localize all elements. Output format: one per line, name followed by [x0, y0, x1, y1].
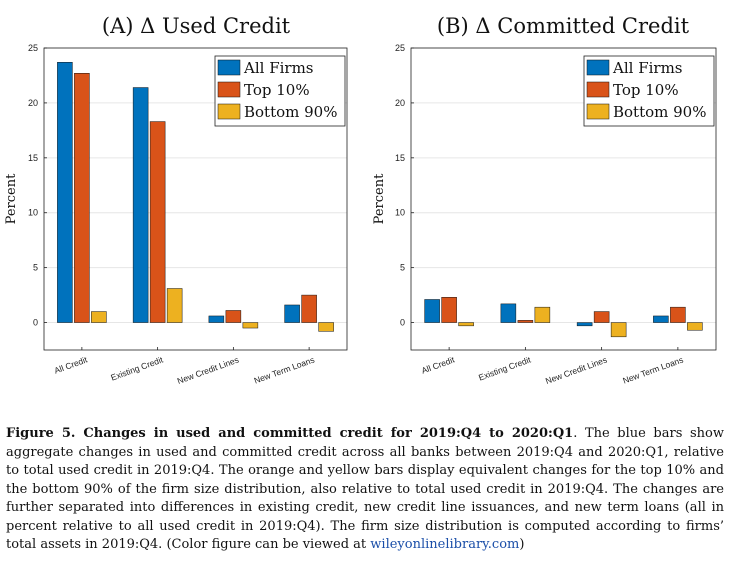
x-tick-label: All Credit [53, 354, 89, 375]
bar-bottom-90--1 [534, 306, 551, 323]
bar-top-10--2 [593, 311, 610, 323]
bar-all-firms-1 [132, 87, 149, 323]
y-tick-label: 25 [395, 43, 405, 53]
x-tick-label: Existing Credit [109, 354, 165, 382]
y-tick-label: 15 [28, 153, 38, 163]
axes-box [43, 47, 348, 351]
chart-title: (B) Δ Committed Credit [437, 14, 690, 38]
caption-body: . The blue bars show aggregate changes i… [6, 426, 724, 552]
chart-panel-0: 0 5 10 15 20 25 (A) Δ Used Credit Percent All Cr… [4, 14, 348, 386]
bar-bottom-90--1 [166, 288, 183, 323]
bar-top-10--1 [149, 121, 166, 323]
legend-label: All Firms [243, 59, 314, 77]
caption-link[interactable]: wileyonlinelibrary.com [370, 537, 520, 552]
y-axis-label: Percent [4, 173, 19, 224]
bar-top-10--2 [225, 310, 242, 323]
y-tick-label: 5 [33, 263, 38, 273]
legend-swatch [217, 59, 241, 76]
bar-bottom-90--0 [458, 322, 474, 327]
legend-label: Top 10% [244, 81, 310, 99]
caption-end: ) [519, 537, 525, 552]
bar-all-firms-0 [57, 62, 73, 323]
bar-top-10--0 [441, 297, 457, 323]
bar-top-10--3 [670, 306, 686, 323]
x-tick-label: New Term Loans [621, 354, 684, 385]
bar-bottom-90--3 [318, 322, 334, 332]
legend-label: All Firms [612, 59, 683, 77]
y-tick-label: 0 [400, 318, 405, 328]
legend-swatch [217, 103, 241, 120]
bar-bottom-90--3 [687, 322, 703, 331]
y-tick-label: 25 [28, 43, 38, 53]
figure-caption: Figure 5. Changes in used and committed … [6, 425, 724, 555]
bar-top-10--1 [517, 320, 534, 323]
axes-box [410, 47, 717, 351]
bar-all-firms-3 [653, 315, 669, 323]
bar-top-10--3 [301, 294, 317, 323]
x-tick-label: New Credit Lines [176, 354, 240, 386]
bar-all-firms-2 [208, 315, 225, 323]
y-tick-label: 5 [400, 263, 405, 273]
bar-all-firms-0 [424, 299, 440, 323]
caption-title: Figure 5. Changes in used and committed … [6, 426, 574, 441]
x-tick-label: All Credit [420, 354, 456, 375]
x-tick-label: New Term Loans [253, 354, 316, 385]
bar-top-10--0 [74, 73, 90, 323]
y-tick-label: 10 [395, 208, 405, 218]
y-tick-label: 0 [33, 318, 38, 328]
legend-swatch [217, 81, 241, 98]
y-tick-label: 10 [28, 208, 38, 218]
legend-swatch [586, 103, 610, 120]
y-axis-label: Percent [372, 173, 387, 224]
y-tick-label: 20 [395, 98, 405, 108]
chart-panel-1: 0 5 10 15 20 25 (B) Δ Committed Credit Percent A… [372, 14, 717, 386]
x-tick-label: New Credit Lines [544, 354, 608, 386]
bar-all-firms-1 [500, 303, 517, 323]
x-tick-label: Existing Credit [477, 354, 533, 382]
bar-all-firms-3 [284, 304, 300, 323]
legend-label: Bottom 90% [244, 103, 337, 121]
legend-swatch [586, 81, 610, 98]
y-tick-label: 15 [395, 153, 405, 163]
legend-label: Bottom 90% [613, 103, 706, 121]
bar-bottom-90--2 [242, 322, 259, 329]
figure-charts: 0 5 10 15 20 25 (A) Δ Used Credit Percent All Cr… [4, 14, 717, 386]
y-tick-label: 20 [28, 98, 38, 108]
chart-title: (A) Δ Used Credit [102, 14, 291, 38]
bar-bottom-90--0 [91, 311, 107, 323]
bar-bottom-90--2 [610, 322, 627, 338]
bar-all-firms-2 [576, 322, 593, 327]
legend-swatch [586, 59, 610, 76]
legend-label: Top 10% [613, 81, 679, 99]
